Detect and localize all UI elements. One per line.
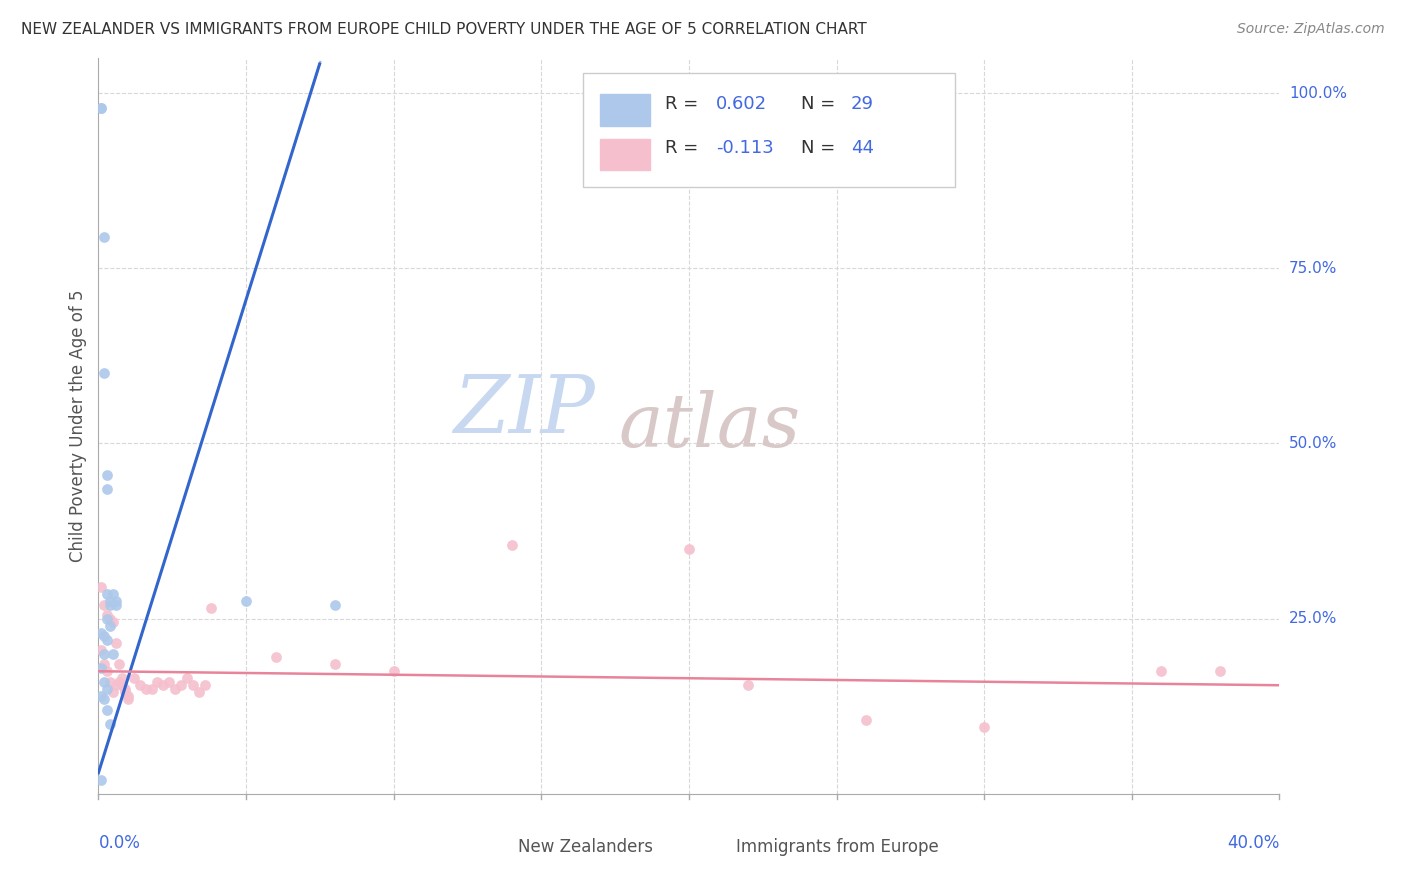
Text: ZIP: ZIP: [453, 373, 595, 450]
Point: [170, 678, 193, 692]
Point: [96, 632, 118, 647]
Point: [90, 772, 112, 787]
Point: [1150, 664, 1173, 679]
FancyBboxPatch shape: [468, 834, 510, 860]
Point: [181, 678, 204, 692]
Point: [737, 678, 759, 692]
Point: [93, 647, 115, 661]
Point: [98, 612, 121, 626]
Text: Source: ZipAtlas.com: Source: ZipAtlas.com: [1237, 22, 1385, 37]
Text: atlas: atlas: [619, 390, 800, 462]
Text: R =: R =: [665, 139, 704, 158]
Point: [146, 674, 169, 689]
FancyBboxPatch shape: [600, 95, 650, 126]
Point: [96, 664, 118, 679]
Point: [96, 587, 118, 601]
Point: [264, 650, 287, 665]
Text: R =: R =: [665, 95, 704, 113]
Point: [98, 618, 121, 632]
Point: [128, 678, 150, 692]
Point: [200, 601, 222, 615]
Point: [117, 689, 139, 703]
Point: [105, 594, 128, 608]
Point: [93, 692, 115, 706]
Text: N =: N =: [801, 139, 841, 158]
Point: [114, 685, 136, 699]
Point: [93, 229, 115, 244]
Point: [90, 689, 112, 703]
Point: [105, 636, 128, 650]
Point: [111, 671, 134, 685]
Point: [105, 598, 128, 612]
Point: [103, 685, 125, 699]
Point: [96, 703, 118, 717]
Text: NEW ZEALANDER VS IMMIGRANTS FROM EUROPE CHILD POVERTY UNDER THE AGE OF 5 CORRELA: NEW ZEALANDER VS IMMIGRANTS FROM EUROPE …: [21, 22, 868, 37]
Point: [122, 671, 145, 685]
Point: [105, 678, 128, 692]
Point: [93, 674, 115, 689]
Point: [93, 629, 115, 643]
FancyBboxPatch shape: [600, 138, 650, 169]
Point: [90, 102, 112, 116]
Point: [93, 598, 115, 612]
Point: [108, 657, 131, 672]
Point: [323, 598, 346, 612]
Point: [117, 692, 139, 706]
Point: [187, 685, 209, 699]
Point: [90, 625, 112, 640]
Point: [93, 367, 115, 381]
Text: 100.0%: 100.0%: [1289, 86, 1347, 101]
Point: [103, 647, 125, 661]
Point: [1209, 664, 1232, 679]
Y-axis label: Child Poverty Under the Age of 5: Child Poverty Under the Age of 5: [69, 290, 87, 562]
FancyBboxPatch shape: [686, 834, 730, 860]
Point: [111, 678, 134, 692]
Text: N =: N =: [801, 95, 841, 113]
Point: [98, 716, 121, 731]
Point: [98, 598, 121, 612]
Point: [90, 661, 112, 675]
Point: [93, 657, 115, 672]
Text: New Zealanders: New Zealanders: [517, 838, 652, 855]
Point: [103, 615, 125, 630]
Point: [382, 664, 405, 679]
Point: [973, 720, 995, 734]
Point: [90, 102, 112, 116]
Text: 0.602: 0.602: [716, 95, 768, 113]
Point: [96, 482, 118, 496]
Text: Immigrants from Europe: Immigrants from Europe: [737, 838, 939, 855]
Point: [114, 681, 136, 696]
Text: 29: 29: [851, 95, 873, 113]
Point: [323, 657, 346, 672]
Point: [103, 587, 125, 601]
Point: [194, 678, 217, 692]
Point: [96, 467, 118, 482]
Point: [678, 541, 700, 556]
Point: [96, 612, 118, 626]
Text: 25.0%: 25.0%: [1289, 611, 1337, 626]
Text: -0.113: -0.113: [716, 139, 773, 158]
Point: [141, 681, 163, 696]
Point: [165, 681, 187, 696]
Point: [235, 594, 257, 608]
Point: [108, 674, 131, 689]
Point: [98, 674, 121, 689]
Point: [96, 608, 118, 623]
Text: 40.0%: 40.0%: [1227, 834, 1279, 853]
Point: [90, 580, 112, 594]
Point: [135, 681, 157, 696]
Text: 50.0%: 50.0%: [1289, 436, 1337, 451]
Point: [90, 643, 112, 657]
Point: [98, 594, 121, 608]
Point: [96, 681, 118, 696]
Point: [501, 538, 523, 552]
FancyBboxPatch shape: [582, 72, 955, 186]
Point: [157, 674, 180, 689]
Text: 0.0%: 0.0%: [98, 834, 141, 853]
Point: [855, 714, 877, 728]
Text: 75.0%: 75.0%: [1289, 260, 1337, 276]
Point: [176, 671, 198, 685]
Text: 44: 44: [851, 139, 873, 158]
Point: [152, 678, 174, 692]
